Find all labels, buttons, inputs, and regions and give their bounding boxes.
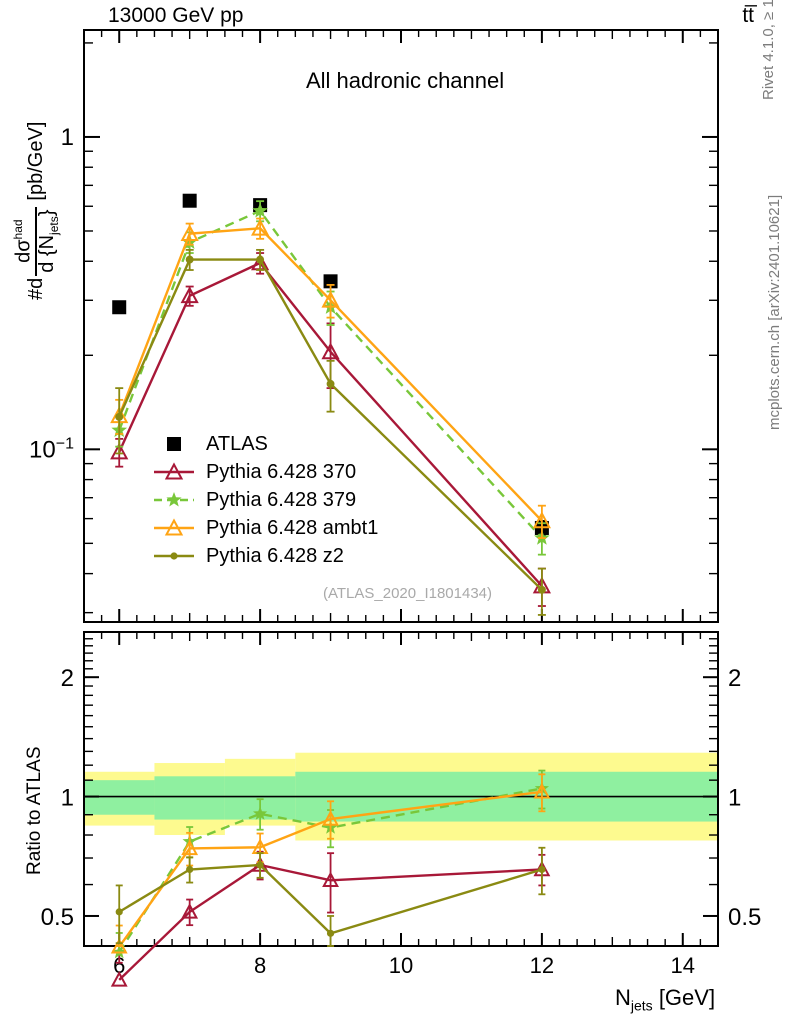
data-marker-dot	[256, 861, 264, 869]
plot-title: All hadronic channel	[306, 68, 505, 93]
data-marker-dot	[115, 908, 123, 916]
legend-swatch-triangle-icon	[154, 462, 194, 480]
ratio-band-green	[154, 776, 225, 820]
x-tick-label: 14	[671, 953, 695, 978]
legend-swatch-star-icon	[154, 492, 194, 507]
legend-item-label: Pythia 6.428 ambt1	[206, 516, 379, 539]
ratio-series-line	[118, 787, 543, 953]
data-marker-dot	[186, 865, 194, 874]
legend-item-label: Pythia 6.428 370	[206, 460, 357, 483]
data-marker-triangle	[322, 871, 339, 888]
data-marker-triangle	[180, 224, 199, 242]
data-marker-triangle	[110, 442, 129, 460]
data-marker-dot	[326, 379, 335, 388]
data-marker-triangle	[181, 839, 199, 856]
header-process-label: tt̅	[742, 4, 754, 27]
x-tick-label: 8	[254, 953, 266, 978]
ratio-y-tick-label-right: 1	[728, 785, 741, 812]
x-axis-label: Njets [GeV]	[615, 985, 716, 1014]
data-marker-triangle	[321, 290, 340, 308]
data-marker-square	[182, 193, 197, 208]
legend-swatch-dot-icon	[154, 552, 194, 560]
data-marker-dot	[326, 929, 335, 937]
data-marker-triangle	[110, 937, 128, 954]
legend-swatch-triangle-icon	[154, 518, 194, 536]
x-tick-label: 6	[113, 953, 125, 978]
legend-item[interactable]: Pythia 6.428 370	[152, 458, 378, 486]
data-marker-dot	[537, 585, 546, 594]
data-marker-star	[252, 202, 268, 218]
ratio-y-tick-label-right: 2	[728, 665, 741, 692]
data-marker-triangle	[533, 782, 551, 799]
data-marker-star	[112, 944, 127, 959]
y-tick-label: 1	[61, 124, 74, 151]
legend-item[interactable]: Pythia 6.428 ambt1	[152, 514, 378, 542]
header-beam-label: 13000 GeV pp	[108, 4, 244, 27]
legend-item[interactable]: ATLAS	[152, 430, 378, 458]
x-tick-label: 12	[530, 953, 554, 978]
data-marker-star	[252, 806, 268, 820]
data-marker-dot	[185, 255, 194, 264]
data-marker-triangle	[251, 218, 270, 236]
ratio-y-tick-label: 2	[61, 665, 74, 692]
data-marker-dot	[538, 865, 546, 874]
legend-item-label: ATLAS	[206, 432, 268, 455]
watermark-label: (ATLAS_2020_I1801434)	[323, 585, 493, 602]
x-tick-label: 10	[389, 953, 413, 978]
data-marker-square	[112, 300, 127, 315]
legend-item[interactable]: Pythia 6.428 379	[152, 486, 378, 514]
ratio-y-tick-label-right: 0.5	[728, 904, 761, 931]
legend-swatch-square-icon	[167, 437, 181, 451]
data-marker-dot	[256, 255, 265, 264]
data-marker-triangle	[110, 971, 128, 987]
data-marker-triangle	[322, 810, 339, 826]
data-marker-dot	[115, 412, 124, 421]
ratio-y-tick-label: 0.5	[41, 904, 74, 931]
data-marker-triangle	[181, 903, 199, 919]
legend-item[interactable]: Pythia 6.428 z2	[152, 542, 378, 570]
data-marker-triangle	[532, 511, 551, 529]
data-marker-triangle	[321, 342, 340, 360]
legend: ATLAS Pythia 6.428 370 Pythia 6.428 379 Pyt…	[152, 430, 378, 570]
y-tick-label: 10−1	[29, 435, 74, 463]
data-marker-triangle	[180, 286, 199, 304]
legend-item-label: Pythia 6.428 z2	[206, 544, 344, 567]
ratio-y-tick-label: 1	[61, 785, 74, 812]
legend-item-label: Pythia 6.428 379	[206, 488, 357, 511]
